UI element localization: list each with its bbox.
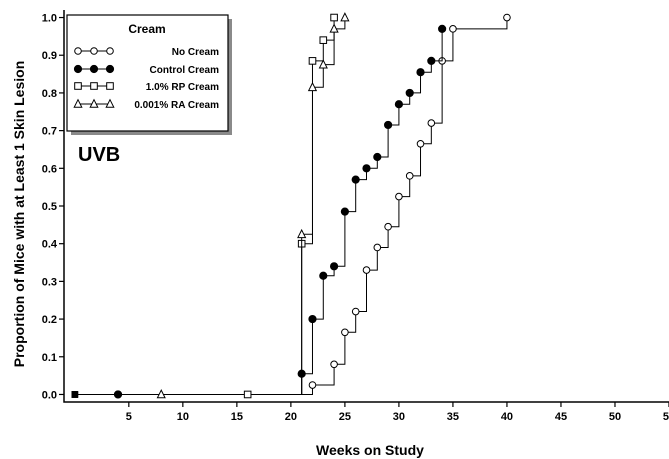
data-point [363,267,370,274]
data-point [385,223,392,230]
data-point [428,57,435,64]
legend-marker [107,83,114,90]
x-tick-label: 25 [339,411,351,423]
x-tick-label: 40 [501,411,513,423]
data-point [374,153,381,160]
data-point [450,26,457,33]
legend-title: Cream [128,22,165,36]
data-point [342,329,349,336]
legend-marker [106,65,113,72]
legend-marker [75,48,82,55]
data-point [341,208,348,215]
y-tick-label: 0.3 [42,276,57,288]
data-point [395,101,402,108]
legend-marker [75,83,82,90]
y-tick-label: 0.4 [42,239,58,251]
data-point [396,193,403,200]
legend-marker [74,65,81,72]
censor-mark [244,391,251,398]
data-point [428,120,435,127]
y-tick-label: 0.8 [42,88,57,100]
y-tick-label: 0.1 [42,352,57,364]
censor-mark [72,391,79,398]
legend-label: 0.001% RA Cream [134,100,219,111]
x-tick-label: 55 [663,411,669,423]
legend-marker [107,48,114,55]
censor-mark [114,391,121,398]
y-tick-label: 0.6 [42,163,57,175]
uvb-annotation: UVB [78,144,120,166]
data-point [406,89,413,96]
x-tick-label: 10 [177,411,189,423]
data-point [374,244,381,251]
data-point [309,382,316,389]
x-tick-label: 45 [555,411,567,423]
data-point [352,308,359,315]
y-tick-label: 0.0 [42,389,57,401]
data-point [331,14,338,21]
y-tick-label: 0.7 [42,126,57,138]
legend-marker [90,65,97,72]
x-tick-label: 5 [126,411,132,423]
data-point [309,315,316,322]
data-point [309,83,317,91]
x-tick-label: 50 [609,411,621,423]
legend-marker [91,48,98,55]
data-point [331,361,338,368]
data-point [385,121,392,128]
legend-label: Control Cream [150,65,220,76]
data-point [417,69,424,76]
data-point [504,14,511,21]
x-tick-label: 20 [285,411,297,423]
legend: Cream No Cream Control Cream 1.0% RP Cream… [67,15,232,135]
data-point [406,173,413,180]
data-point [320,37,327,44]
x-axis-title: Weeks on Study [316,442,424,458]
data-point [330,263,337,270]
legend-label: 1.0% RP Cream [146,82,219,93]
x-tick-label: 35 [447,411,459,423]
data-point [417,141,424,148]
data-point [439,25,446,32]
x-tick-label: 30 [393,411,405,423]
y-tick-label: 0.5 [42,201,57,213]
y-axis-title: Proportion of Mice with at Least 1 Skin … [11,61,27,367]
legend-label: No Cream [172,47,219,58]
x-tick-label: 15 [231,411,243,423]
data-point [352,176,359,183]
data-point [309,58,316,65]
data-point [363,165,370,172]
data-point [341,13,349,21]
data-point [320,272,327,279]
y-tick-label: 0.9 [42,50,57,62]
y-tick-label: 1.0 [42,13,57,25]
y-tick-label: 0.2 [42,314,57,326]
legend-marker [91,83,98,90]
